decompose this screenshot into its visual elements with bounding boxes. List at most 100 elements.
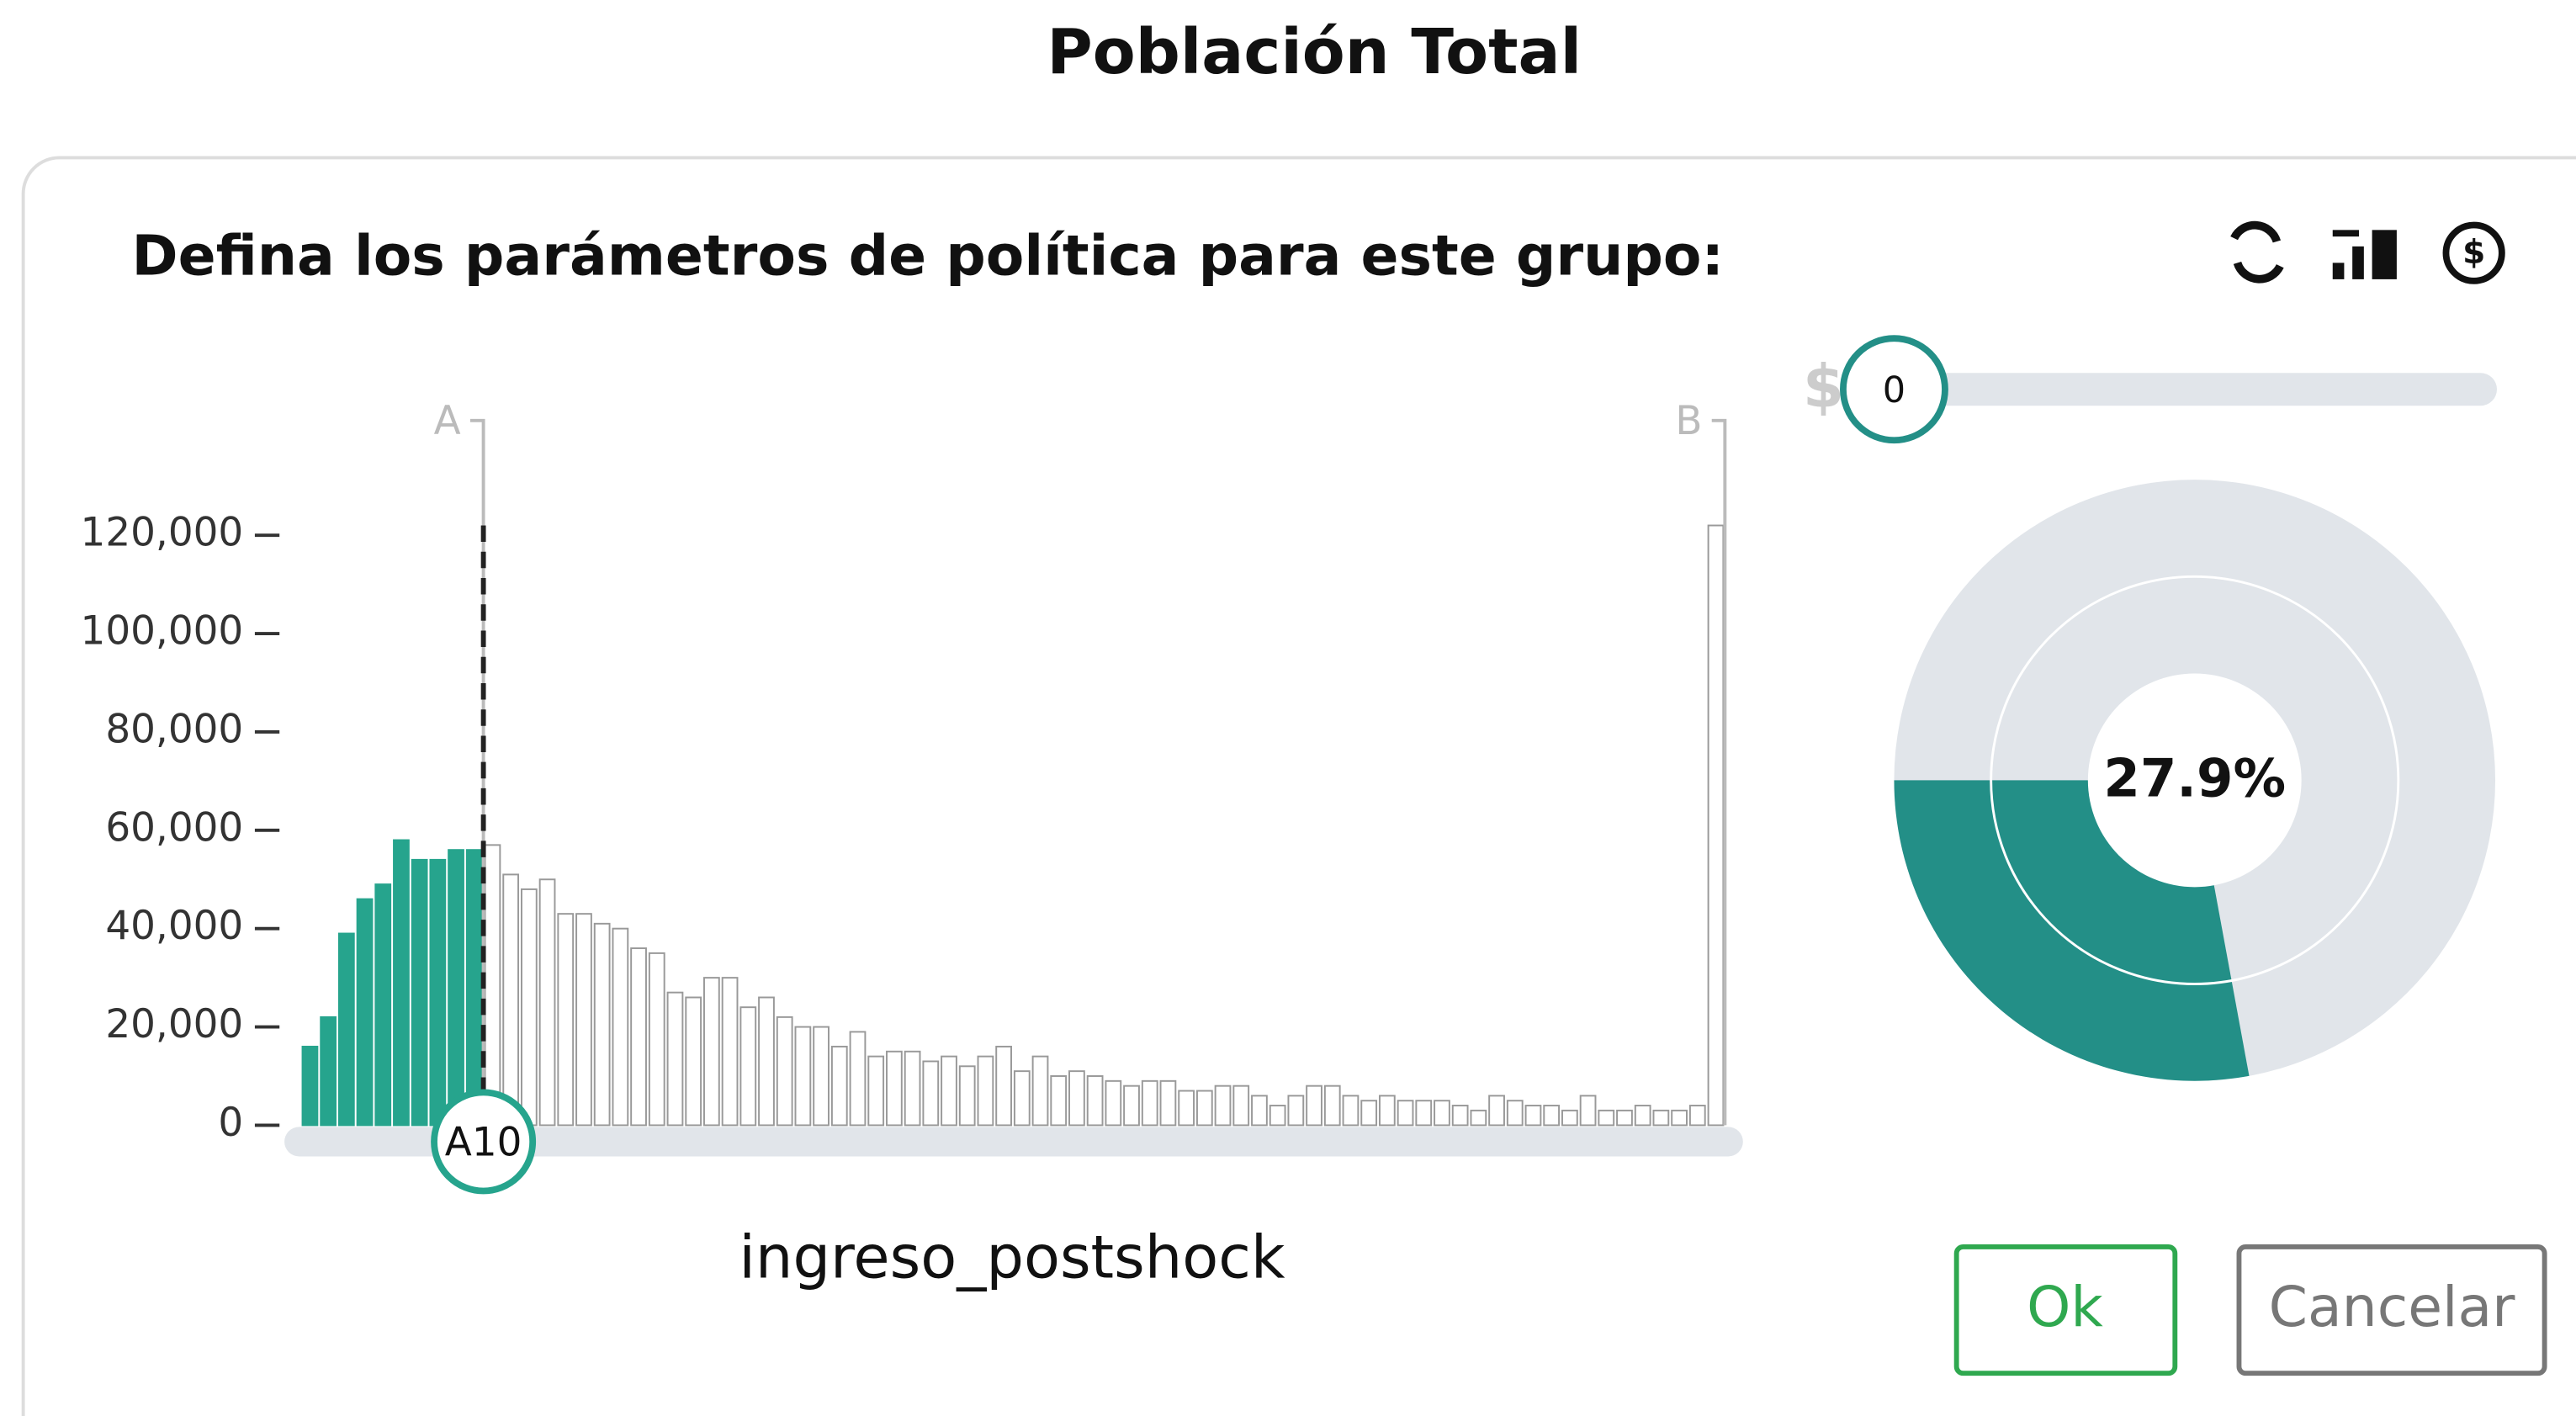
- bar: [1488, 1095, 1505, 1127]
- threshold-label: A10: [445, 1120, 522, 1165]
- donut-hole: [2087, 673, 2302, 888]
- bar: [1105, 1079, 1122, 1127]
- bar: [393, 839, 410, 1127]
- range-bracket: [469, 418, 485, 1126]
- bar: [1506, 1100, 1524, 1127]
- bar: [1306, 1085, 1322, 1127]
- bar: [538, 878, 556, 1127]
- slider-track[interactable]: [1889, 373, 2497, 406]
- donut-inner-ring: [1990, 575, 2400, 985]
- y-tick-label: 20,000: [105, 1002, 243, 1047]
- bar: [448, 849, 464, 1127]
- bar: [1195, 1090, 1213, 1127]
- bar: [813, 1026, 830, 1127]
- page-title: Población Total: [1047, 16, 1582, 88]
- bar: [1323, 1085, 1341, 1127]
- bar: [1214, 1085, 1232, 1127]
- refresh-icon[interactable]: [2230, 220, 2284, 284]
- slider-prefix: $: [1803, 353, 1844, 422]
- bar: [886, 1050, 903, 1127]
- axis-track: [284, 1127, 1743, 1157]
- cancel-label: Cancelar: [2269, 1274, 2516, 1339]
- slider-thumb[interactable]: [1840, 335, 1948, 444]
- bar: [830, 1045, 848, 1127]
- y-tick-label: 0: [218, 1100, 243, 1146]
- bar: [648, 952, 665, 1127]
- bar: [1068, 1070, 1085, 1127]
- donut-label: 27.9%: [2103, 747, 2286, 809]
- bar: [904, 1050, 921, 1127]
- range-bracket: [1711, 418, 1727, 1126]
- bar: [1378, 1095, 1396, 1127]
- range-label: B: [1675, 399, 1702, 444]
- bar: [867, 1055, 885, 1127]
- y-tick-label: 60,000: [105, 805, 243, 851]
- bar: [1707, 524, 1725, 1127]
- slider-value: 0: [1883, 369, 1905, 411]
- bar: [941, 1055, 957, 1127]
- bar: [922, 1060, 940, 1127]
- y-tick-label: 40,000: [105, 904, 243, 949]
- bar: [465, 849, 483, 1127]
- bar: [520, 888, 538, 1127]
- bar: [1598, 1109, 1615, 1127]
- bar: [1251, 1095, 1268, 1127]
- bar: [612, 927, 629, 1127]
- bar: [776, 1016, 793, 1127]
- bar: [1141, 1079, 1158, 1127]
- money-icon[interactable]: $: [2442, 221, 2505, 284]
- x-axis-label: ingreso_postshock: [739, 1223, 1285, 1292]
- threshold-handle[interactable]: [431, 1089, 537, 1195]
- bar: [1634, 1105, 1651, 1127]
- bar: [374, 883, 392, 1127]
- bar: [1178, 1090, 1195, 1127]
- bar: [995, 1045, 1012, 1127]
- bar: [1397, 1100, 1414, 1127]
- bar: [1470, 1109, 1487, 1127]
- bar: [630, 947, 647, 1127]
- bar: [557, 913, 575, 1127]
- svg-text:$: $: [2462, 234, 2485, 272]
- bar: [739, 1006, 757, 1127]
- bar: [1360, 1100, 1378, 1127]
- bar: [758, 996, 775, 1127]
- bar: [1688, 1105, 1706, 1127]
- bar: [320, 1016, 337, 1127]
- bar: [337, 932, 355, 1127]
- bar: [484, 844, 501, 1127]
- bar: [1287, 1095, 1305, 1127]
- cancel-button[interactable]: [2236, 1244, 2547, 1376]
- bar: [1086, 1075, 1104, 1127]
- bar: [1031, 1055, 1049, 1127]
- chart-icon[interactable]: [2332, 230, 2397, 279]
- y-tick-label: 100,000: [81, 609, 244, 655]
- ok-button[interactable]: [1953, 1244, 2178, 1376]
- y-tick-label: 80,000: [105, 707, 243, 752]
- bar: [1123, 1085, 1140, 1127]
- bar: [1013, 1070, 1031, 1127]
- bar: [721, 977, 739, 1127]
- bar: [666, 991, 684, 1127]
- bar: [301, 1045, 319, 1127]
- range-label: A: [434, 399, 461, 444]
- bar: [1415, 1100, 1433, 1127]
- bar: [1232, 1085, 1250, 1127]
- bar: [429, 858, 447, 1127]
- prompt: Defina los parámetros de política para e…: [131, 223, 1724, 289]
- bar: [1451, 1105, 1469, 1127]
- bar: [1269, 1105, 1286, 1127]
- ok-label: Ok: [2027, 1274, 2103, 1339]
- bar: [1561, 1109, 1578, 1127]
- bar: [1579, 1095, 1597, 1127]
- bar: [958, 1065, 976, 1127]
- bar: [1434, 1100, 1450, 1127]
- bar: [1652, 1109, 1670, 1127]
- bar: [356, 898, 374, 1127]
- bar: [1671, 1109, 1688, 1127]
- bar: [1543, 1105, 1561, 1127]
- bar: [575, 913, 592, 1127]
- bar: [977, 1055, 994, 1127]
- bar: [703, 977, 720, 1127]
- bar: [502, 873, 520, 1127]
